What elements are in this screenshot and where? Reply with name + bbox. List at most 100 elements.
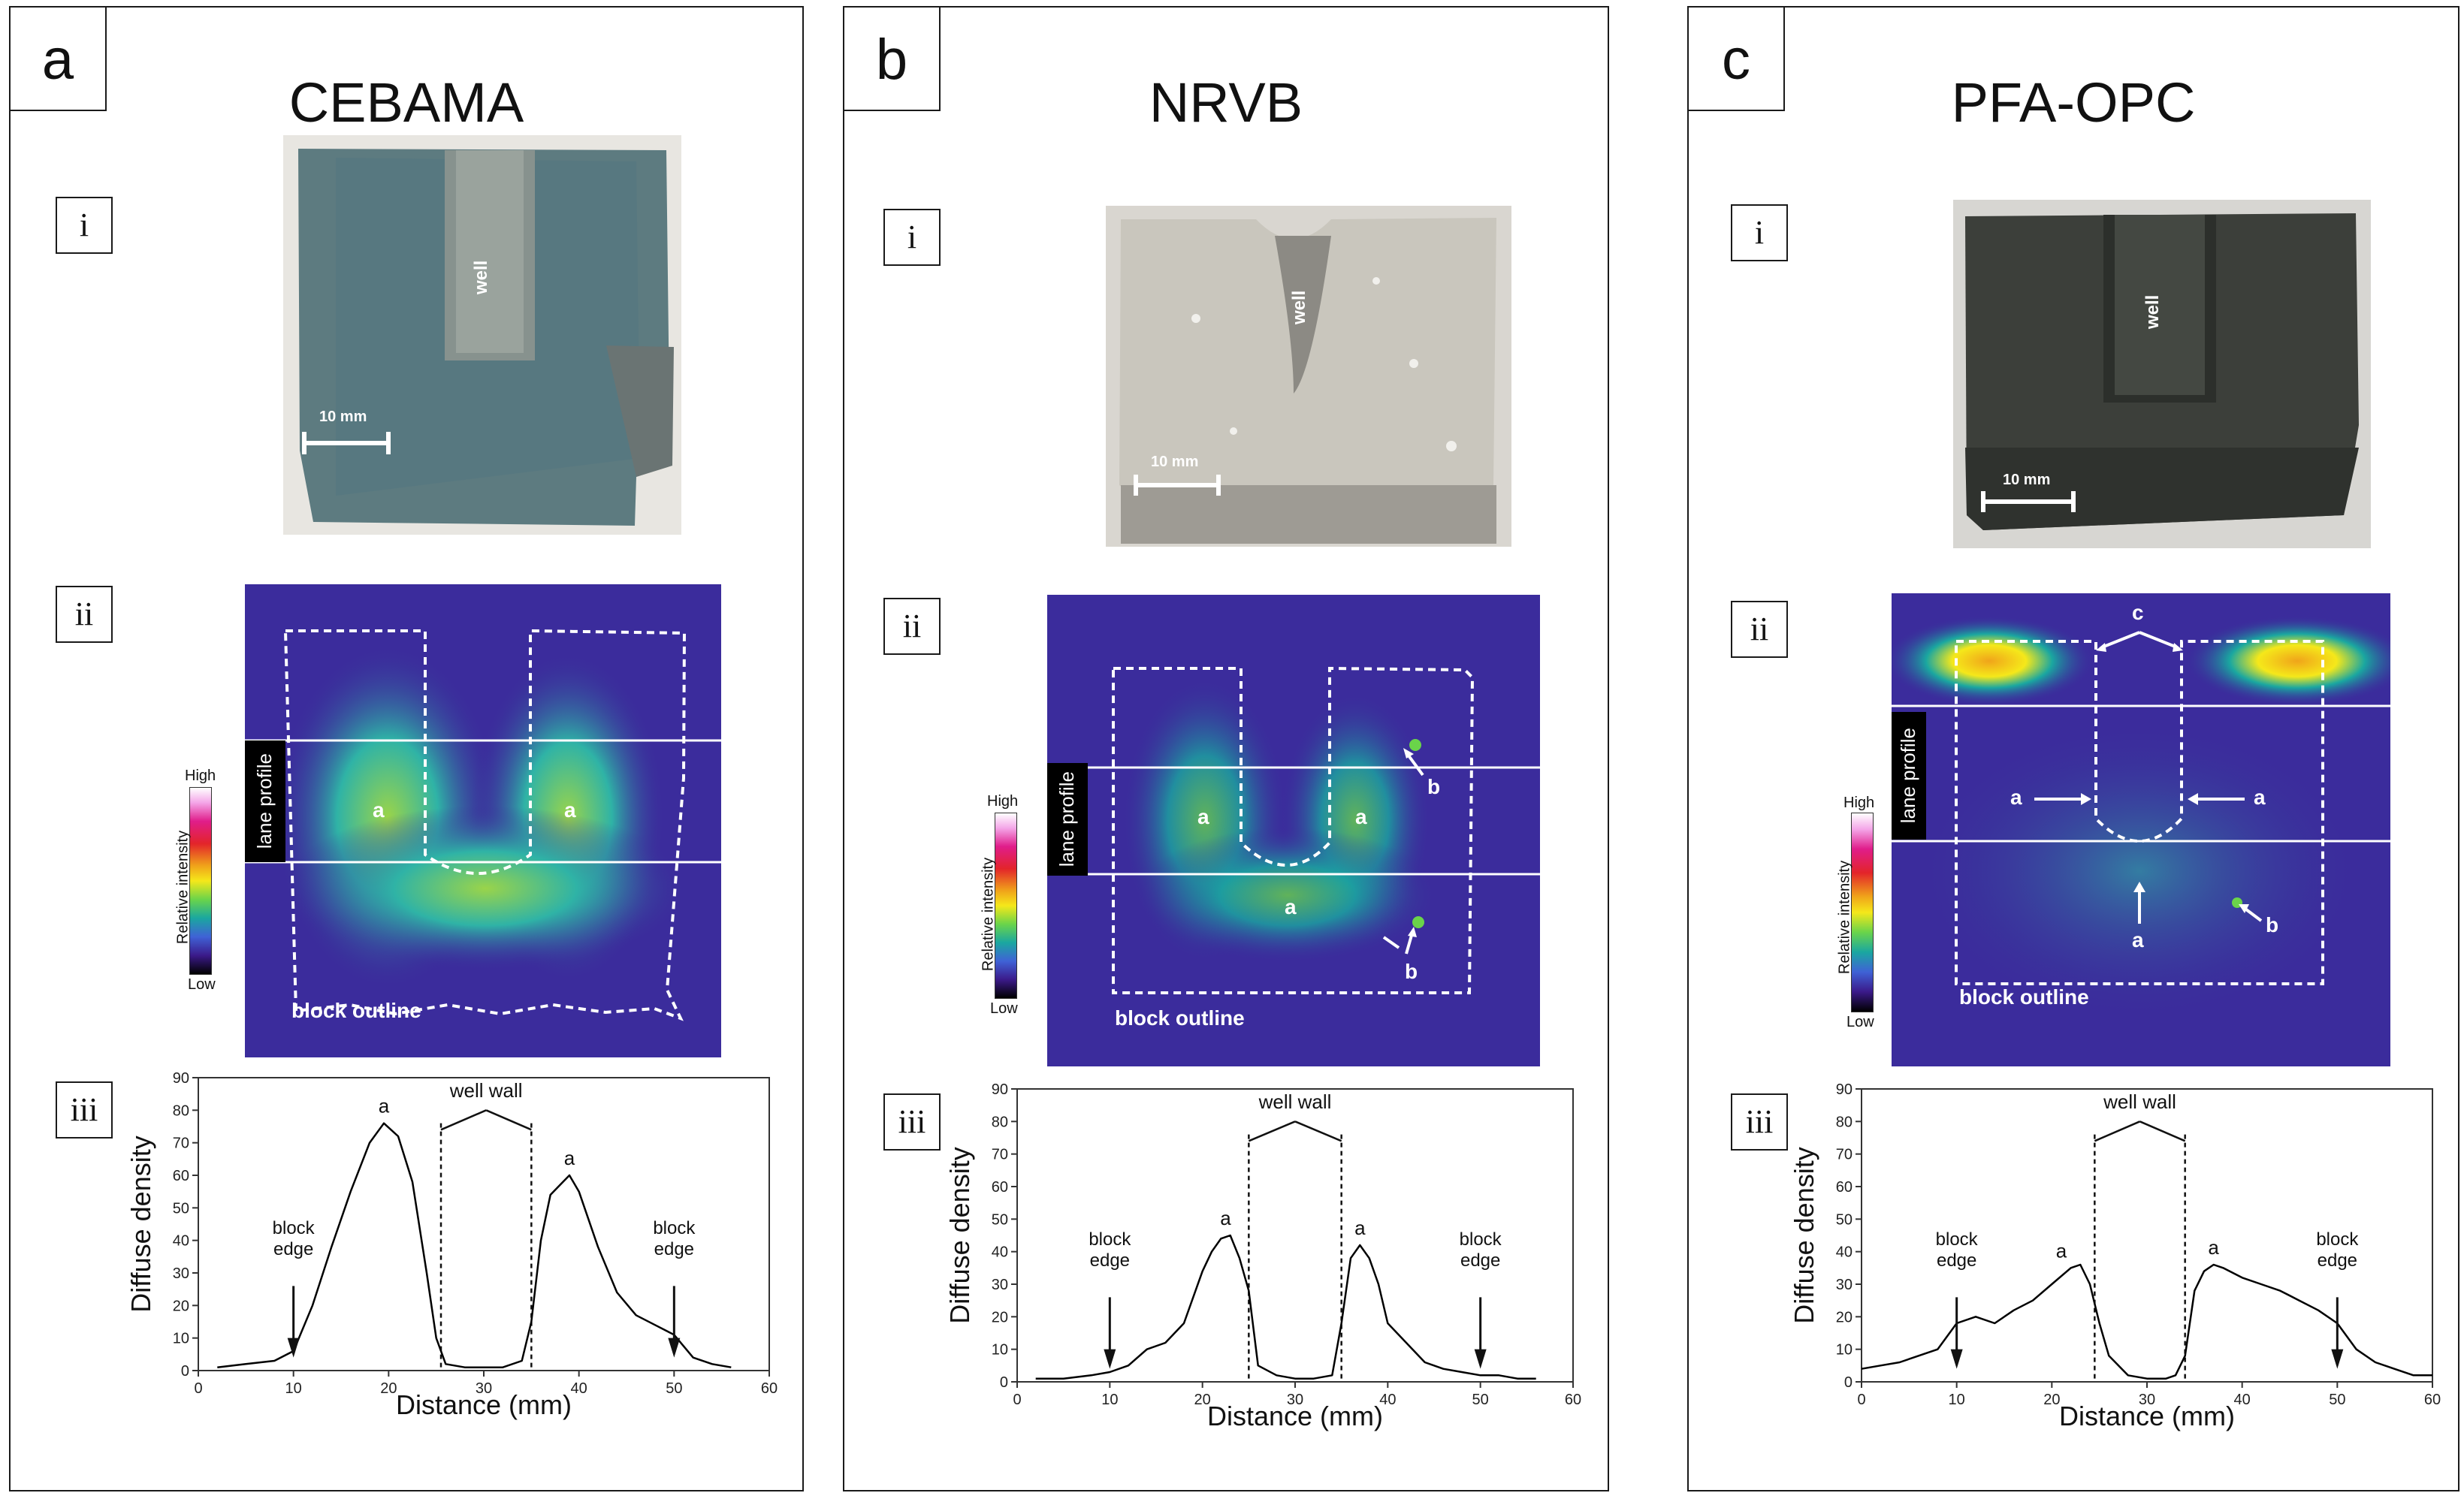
peak-label: a bbox=[564, 798, 576, 822]
y-tick-label: 60 bbox=[992, 1179, 1008, 1196]
panel-b: b NRVB i well 10 mm ii High Low Relative… bbox=[843, 6, 1609, 1491]
specimen-photo-image bbox=[1953, 200, 2371, 548]
block-edge-arrowhead bbox=[1104, 1349, 1116, 1369]
colorbar bbox=[995, 813, 1017, 999]
specimen-photo: well 10 mm bbox=[1953, 200, 2371, 548]
colorbar-title: Relative intensity bbox=[174, 830, 192, 945]
scale-bar-label: 10 mm bbox=[319, 409, 367, 425]
well-wall-label: well wall bbox=[2103, 1090, 2176, 1113]
x-tick-label: 20 bbox=[1194, 1392, 1211, 1408]
profile-chart: 0 10 20 30 40 50 60 0 10 20 30 40 50 60 70 80 90 Distance… bbox=[1779, 1074, 2455, 1434]
autoradiograph-image bbox=[245, 629, 721, 1021]
x-tick-label: 50 bbox=[1472, 1392, 1489, 1408]
specimen-photo-image bbox=[1106, 206, 1511, 547]
block-edge-label: block bbox=[2316, 1229, 2359, 1250]
peak-label: a bbox=[2132, 928, 2144, 952]
block-edge-label: edge bbox=[1090, 1250, 1130, 1271]
block-edge-label: edge bbox=[273, 1239, 313, 1259]
peak-label: a bbox=[1355, 805, 1367, 828]
well-label: well bbox=[471, 260, 491, 294]
specimen-photo-image bbox=[283, 135, 681, 535]
x-tick-label: 10 bbox=[1101, 1392, 1118, 1408]
peak-label: a bbox=[1220, 1207, 1231, 1229]
x-tick-label: 0 bbox=[1857, 1392, 1865, 1408]
y-tick-label: 20 bbox=[1836, 1309, 1853, 1326]
block-edge-label: edge bbox=[1460, 1250, 1500, 1271]
y-tick-label: 20 bbox=[992, 1309, 1008, 1326]
chart-svg: 0 10 20 30 40 50 60 0 10 20 30 40 50 60 70 80 90 Distance… bbox=[125, 1070, 778, 1420]
sub-label-i: i bbox=[883, 209, 941, 266]
y-tick-label: 10 bbox=[1836, 1342, 1853, 1359]
y-tick-label: 70 bbox=[1836, 1147, 1853, 1163]
x-tick-label: 30 bbox=[2139, 1392, 2155, 1408]
rim-label: c bbox=[2132, 601, 2144, 624]
block-edge-label: edge bbox=[2318, 1250, 2357, 1271]
y-tick-label: 40 bbox=[1836, 1244, 1853, 1261]
well-wall-arrow bbox=[2139, 1120, 2186, 1142]
lane-profile-tag: lane profile bbox=[245, 740, 285, 862]
sub-label-i: i bbox=[1731, 204, 1788, 261]
block-edge-arrowhead bbox=[287, 1338, 300, 1358]
peak-label: a bbox=[2208, 1236, 2219, 1259]
x-tick-label: 10 bbox=[1949, 1392, 1965, 1408]
spot-label: b bbox=[1405, 960, 1418, 983]
specimen-photo: well 10 mm bbox=[1106, 206, 1511, 547]
colorbar bbox=[1851, 813, 1874, 1012]
y-tick-label: 70 bbox=[992, 1147, 1008, 1163]
x-tick-label: 60 bbox=[2424, 1392, 2441, 1408]
peak-label: a bbox=[564, 1147, 575, 1169]
peak-label: a bbox=[2010, 786, 2022, 809]
x-tick-label: 60 bbox=[1565, 1392, 1581, 1408]
x-axis-label: Distance (mm) bbox=[2059, 1401, 2235, 1431]
profile-chart: 0 10 20 30 40 50 60 0 10 20 30 40 50 60 70 80 90 Distance… bbox=[935, 1074, 1596, 1434]
block-edge-label: block bbox=[1460, 1229, 1502, 1250]
colorbar-low: Low bbox=[1846, 1014, 1874, 1030]
sub-label-ii: ii bbox=[883, 598, 941, 655]
x-axis-label: Distance (mm) bbox=[1207, 1401, 1383, 1431]
well-wall-arrow bbox=[485, 1109, 532, 1131]
well-label: well bbox=[1289, 290, 1309, 324]
block-edge-arrowhead bbox=[2331, 1349, 2344, 1369]
sub-label-ii: ii bbox=[1731, 601, 1788, 658]
x-tick-label: 60 bbox=[761, 1380, 778, 1397]
y-axis-label: Diffuse density bbox=[944, 1147, 975, 1323]
y-tick-label: 50 bbox=[173, 1200, 189, 1217]
peak-label: a bbox=[373, 798, 385, 822]
profile-chart: 0 10 20 30 40 50 60 0 10 20 30 40 50 60 70 80 90 Distance… bbox=[116, 1063, 792, 1423]
y-tick-label: 80 bbox=[1836, 1114, 1853, 1130]
well-wall-arrow bbox=[1248, 1120, 1296, 1142]
lane-profile-tag: lane profile bbox=[1047, 763, 1088, 876]
peak-label: a bbox=[2254, 786, 2266, 809]
sub-label-iii: iii bbox=[56, 1081, 113, 1139]
x-tick-label: 30 bbox=[476, 1380, 492, 1397]
well-wall-arrow bbox=[440, 1109, 487, 1131]
block-edge-label: block bbox=[1936, 1229, 1979, 1250]
panel-letter: c bbox=[1687, 6, 1785, 111]
y-tick-label: 60 bbox=[1836, 1179, 1853, 1196]
y-tick-label: 30 bbox=[173, 1265, 189, 1282]
autoradiograph-image bbox=[1892, 616, 2390, 1021]
x-tick-label: 40 bbox=[2234, 1392, 2251, 1408]
block-outline-label: block outline bbox=[1115, 1006, 1245, 1030]
colorbar-title: Relative intensity bbox=[1836, 860, 1853, 975]
panel-title: PFA-OPC bbox=[1951, 71, 2196, 134]
peak-label: a bbox=[2056, 1239, 2067, 1262]
colorbar-high: High bbox=[987, 793, 1019, 810]
scale-bar-label: 10 mm bbox=[1151, 454, 1199, 470]
panel-letter: a bbox=[9, 6, 107, 111]
autoradiograph: c a a a b block outline bbox=[1892, 593, 2390, 1066]
y-tick-label: 50 bbox=[1836, 1211, 1853, 1228]
panel-letter: b bbox=[843, 6, 941, 111]
y-tick-label: 10 bbox=[992, 1342, 1008, 1359]
peak-label: a bbox=[1197, 805, 1209, 828]
well-label: well bbox=[2142, 294, 2163, 329]
block-edge-arrowhead bbox=[1950, 1349, 1963, 1369]
y-tick-label: 0 bbox=[1844, 1374, 1853, 1391]
y-tick-label: 20 bbox=[173, 1298, 189, 1314]
y-axis-label: Diffuse density bbox=[125, 1136, 156, 1312]
sub-label-iii: iii bbox=[1731, 1093, 1788, 1151]
chart-svg: 0 10 20 30 40 50 60 0 10 20 30 40 50 60 70 80 90 Distance… bbox=[1789, 1081, 2441, 1431]
block-edge-label: edge bbox=[1937, 1250, 1976, 1271]
y-tick-label: 10 bbox=[173, 1331, 189, 1347]
x-tick-label: 20 bbox=[2043, 1392, 2060, 1408]
